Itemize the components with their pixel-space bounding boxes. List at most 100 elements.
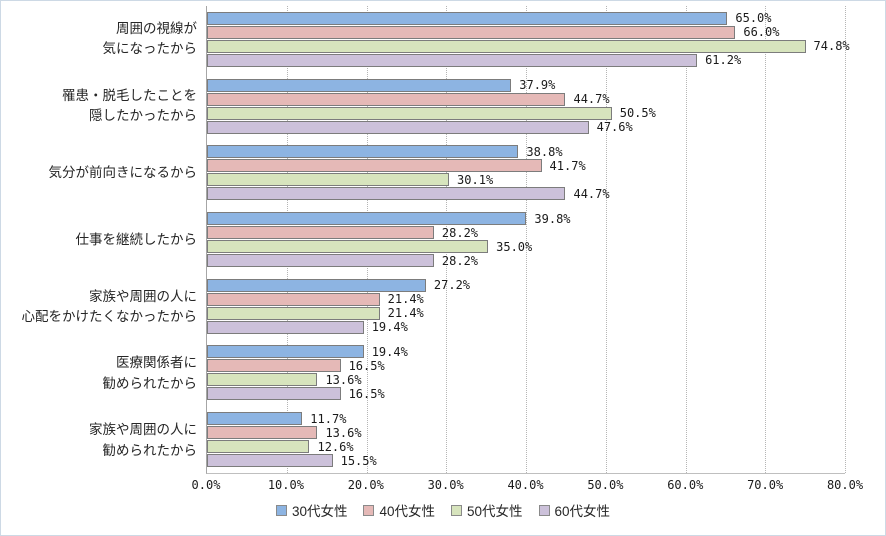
bar-row: 21.4% xyxy=(207,292,845,306)
x-tick-label: 10.0% xyxy=(267,478,304,492)
bar-50代女性 xyxy=(207,306,380,320)
legend-swatch-icon xyxy=(275,504,287,516)
bar-60代女性 xyxy=(207,120,589,134)
data-label: 28.2% xyxy=(441,225,479,240)
category-label: 仕事を継続したから xyxy=(75,231,198,247)
x-tick-label: 30.0% xyxy=(427,478,464,492)
data-label: 37.9% xyxy=(519,78,556,93)
data-label: 15.5% xyxy=(340,453,377,468)
bar-50代女性 xyxy=(207,373,318,387)
gridline xyxy=(446,6,448,473)
bar-row: 50.5% xyxy=(207,106,845,120)
data-label: 16.5% xyxy=(348,358,385,373)
bar-row: 41.7% xyxy=(207,159,845,173)
x-tick-label: 40.0% xyxy=(507,478,544,492)
gridline xyxy=(845,6,846,473)
gridline xyxy=(366,6,368,473)
bar-row: 21.4% xyxy=(207,306,845,320)
data-label: 61.2% xyxy=(705,53,742,68)
chart-body: 周囲の視線が 気になったから 罹患・脱毛したことを 隠したかったから 気分が前向きになる… xyxy=(1,6,885,474)
data-label: 74.8% xyxy=(813,39,850,54)
data-label: 41.7% xyxy=(549,158,586,173)
bar-row: 28.2% xyxy=(207,226,845,240)
bar-row: 19.4% xyxy=(207,345,845,359)
bar-row: 15.5% xyxy=(207,454,845,468)
data-label: 21.4% xyxy=(387,306,424,321)
bar-row: 11.7% xyxy=(207,412,845,426)
data-label: 12.6% xyxy=(317,439,354,454)
bar-40代女性 xyxy=(207,159,542,173)
bar-30代女性 xyxy=(207,145,519,159)
bar-group: 39.8% 28.2% 35.0% 28.2% xyxy=(207,206,845,273)
category-label: 罹患・脱毛したことを 隠したかったから xyxy=(62,88,197,124)
bar-row: 16.5% xyxy=(207,387,845,401)
data-label: 38.8% xyxy=(526,144,563,159)
data-label: 65.0% xyxy=(735,11,772,26)
data-label: 39.8% xyxy=(534,211,571,226)
bar-row: 12.6% xyxy=(207,440,845,454)
bar-60代女性 xyxy=(207,387,341,401)
bar-row: 65.0% xyxy=(207,11,845,25)
x-tick-label: 60.0% xyxy=(667,478,704,492)
category-label: 医療関係者に 勧められたから xyxy=(102,355,198,391)
bar-30代女性 xyxy=(207,278,426,292)
data-label: 21.4% xyxy=(387,292,424,307)
bar-group: 65.0% 66.0% 74.8% 61.2% xyxy=(207,6,850,73)
gridline xyxy=(605,6,607,473)
bar-row: 44.7% xyxy=(207,187,845,201)
bar-row: 66.0% xyxy=(207,25,845,39)
bar-30代女性 xyxy=(207,78,512,92)
bar-row: 19.4% xyxy=(207,320,845,334)
bar-row: 37.9% xyxy=(207,78,845,92)
bar-row: 39.8% xyxy=(207,212,845,226)
data-label: 16.5% xyxy=(348,386,385,401)
bar-30代女性 xyxy=(207,345,364,359)
bar-row: 47.6% xyxy=(207,120,845,134)
bar-40代女性 xyxy=(207,25,736,39)
data-label: 50.5% xyxy=(619,106,656,121)
legend-swatch-icon xyxy=(538,504,550,516)
data-label: 44.7% xyxy=(573,92,610,107)
gridline xyxy=(286,6,288,473)
bar-60代女性 xyxy=(207,187,566,201)
legend-item-60代女性: 60代女性 xyxy=(538,500,610,520)
bar-50代女性 xyxy=(207,106,612,120)
plot-area: 65.0% 66.0% 74.8% 61.2% 37.9% 44.7% 50.5% 47.6%… xyxy=(206,6,850,474)
category-label: 気分が前向きになるから xyxy=(48,165,198,181)
data-label: 47.6% xyxy=(596,120,633,135)
bar-row: 16.5% xyxy=(207,359,845,373)
bar-row: 74.8% xyxy=(207,39,850,53)
bar-row: 27.2% xyxy=(207,278,845,292)
data-label: 30.1% xyxy=(457,172,494,187)
bar-50代女性 xyxy=(207,440,310,454)
x-tick-label: 70.0% xyxy=(747,478,784,492)
x-tick-label: 0.0% xyxy=(191,478,221,492)
bar-50代女性 xyxy=(207,240,489,254)
bar-50代女性 xyxy=(207,173,450,187)
bar-group: 19.4% 16.5% 13.6% 16.5% xyxy=(207,340,845,407)
bar-row: 38.8% xyxy=(207,145,845,159)
bar-40代女性 xyxy=(207,359,341,373)
x-tick-label: 20.0% xyxy=(347,478,384,492)
x-tick-label: 80.0% xyxy=(826,478,864,492)
bar-40代女性 xyxy=(207,226,434,240)
legend-item-50代女性: 50代女性 xyxy=(451,500,523,520)
data-label: 11.7% xyxy=(310,411,347,426)
bar-50代女性 xyxy=(207,39,806,53)
bar-row: 30.1% xyxy=(207,173,845,187)
data-label: 44.7% xyxy=(573,186,610,201)
data-label: 35.0% xyxy=(496,239,533,254)
bar-row: 13.6% xyxy=(207,426,845,440)
bar-group: 11.7% 13.6% 12.6% 15.5% xyxy=(207,406,845,473)
bar-60代女性 xyxy=(207,53,698,67)
data-label: 13.6% xyxy=(325,372,362,387)
bar-row: 61.2% xyxy=(207,53,845,67)
legend-swatch-icon xyxy=(363,504,375,516)
bar-30代女性 xyxy=(207,212,527,226)
category-label: 家族や周囲の人に 勧められたから xyxy=(89,422,197,458)
bar-40代女性 xyxy=(207,92,566,106)
bar-30代女性 xyxy=(207,412,303,426)
bar-group: 38.8% 41.7% 30.1% 44.7% xyxy=(207,139,845,206)
legend-item-30代女性: 30代女性 xyxy=(275,500,347,520)
category-axis: 周囲の視線が 気になったから 罹患・脱毛したことを 隠したかったから 気分が前向きになる… xyxy=(1,6,206,474)
